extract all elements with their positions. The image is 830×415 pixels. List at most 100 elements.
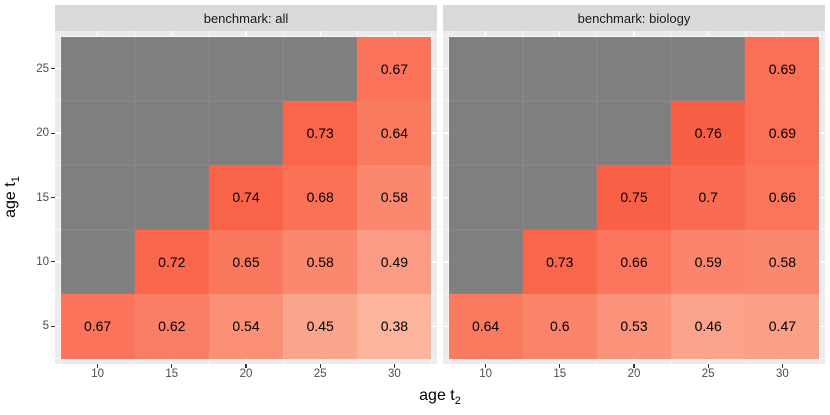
heatmap-cell: 0.67 [357,36,432,101]
cell-value: 0.67 [83,318,112,335]
heatmap-cell: 0.47 [745,294,820,359]
y-tick-mark [51,325,55,327]
y-axis-title-text: age t [2,182,19,218]
na-cell [522,36,597,101]
cell-value: 0.64 [471,318,500,335]
x-tick-mark [319,364,321,368]
y-tick-label: 10 [36,255,49,268]
heatmap-cell: 0.64 [357,100,432,166]
cell-value: 0.66 [768,189,797,206]
cell-value: 0.49 [380,253,409,270]
heatmap-cell: 0.58 [745,229,820,295]
cell-value: 0.58 [768,253,797,270]
na-cell [208,36,284,101]
x-tick-mark [781,364,783,368]
cell-value: 0.67 [380,60,409,77]
y-axis-title: age t1 [2,176,23,218]
na-cell [60,229,135,295]
na-cell [60,165,135,230]
heatmap-cell: 0.73 [522,229,597,295]
x-tick-label: 20 [627,368,641,380]
cell-value: 0.38 [380,318,409,335]
x-axis-title-subscript: 2 [454,395,461,408]
cell-value: 0.64 [380,125,409,142]
x-tick-label: 20 [239,368,253,380]
facet-strip: benchmark: all [55,5,437,31]
y-tick-label: 5 [42,320,49,333]
na-cell [134,36,209,101]
cell-value: 0.73 [546,253,574,270]
y-tick-label: 25 [36,62,49,75]
na-cell [208,100,284,166]
y-tick-mark [51,261,55,263]
cell-value: 0.46 [694,318,722,335]
heatmap-tile-grid: 0.67 0.73 0.64 0.74 0.68 0.58 0.72 0.65 0.58 0.49… [60,36,432,359]
cell-value: 0.62 [158,318,186,335]
heatmap-cell: 0.66 [596,229,672,295]
heatmap-cell: 0.49 [357,229,432,295]
na-cell [60,36,135,101]
cell-value: 0.65 [232,253,260,270]
cell-value: 0.69 [768,60,797,77]
x-tick-label: 25 [701,368,715,380]
y-tick-label: 20 [36,127,49,140]
heatmap-cell: 0.64 [448,294,523,359]
heatmap-cell: 0.66 [745,165,820,230]
na-cell [596,36,672,101]
gridline-x-minor [431,31,432,364]
x-tick-label: 10 [91,368,104,380]
y-tick-mark [51,196,55,199]
x-tick-label: 30 [775,368,789,380]
x-tick-mark [393,364,395,368]
facet-strip-label: benchmark: all [203,10,289,26]
cell-value: 0.76 [694,125,722,142]
heatmap-cell: 0.38 [357,294,432,359]
cell-value: 0.7 [698,189,718,206]
na-cell [448,229,523,295]
heatmap-cell: 0.75 [596,165,672,230]
facet-panel: 0.67 0.73 0.64 0.74 0.68 0.58 0.72 0.65 0.58 0.49… [55,31,437,364]
heatmap-cell: 0.53 [596,294,672,359]
heatmap-cell: 0.69 [745,36,820,101]
y-axis-title-subscript: 1 [10,176,23,183]
cell-value: 0.6 [550,318,570,335]
na-cell [596,100,672,166]
na-cell [522,165,597,230]
x-tick-mark [559,364,561,368]
x-tick-label: 30 [387,368,401,380]
cell-value: 0.53 [620,318,648,335]
cell-value: 0.69 [768,125,797,142]
cell-value: 0.58 [380,189,409,206]
cell-value: 0.72 [158,253,186,270]
na-cell [671,36,746,101]
x-axis-title-text: age t [419,387,455,404]
heatmap-cell: 0.72 [134,229,209,295]
na-cell [448,100,523,166]
heatmap-cell: 0.6 [522,294,597,359]
heatmap-cell: 0.76 [671,100,746,166]
x-tick-label: 10 [479,368,492,380]
heatmap-tile-grid: 0.69 0.76 0.69 0.75 0.7 0.66 0.73 0.66 0.59 0.58 0… [448,36,820,359]
na-cell [60,100,135,166]
x-tick-label: 25 [313,368,327,380]
cell-value: 0.74 [232,189,260,206]
cell-value: 0.47 [768,318,797,335]
cell-value: 0.68 [306,189,334,206]
heatmap-cell: 0.69 [745,100,820,166]
na-cell [134,100,209,166]
gridline-y-minor [55,358,437,359]
cell-value: 0.59 [694,253,722,270]
cell-value: 0.75 [620,189,648,206]
x-tick-mark [245,364,247,368]
gridline-y-minor [443,358,825,359]
x-tick-label: 15 [553,368,567,380]
x-axis-title: age t2 [419,387,461,408]
cell-value: 0.54 [232,318,260,335]
x-tick-mark [97,364,99,368]
x-tick-mark [171,364,173,368]
heatmap-cell: 0.65 [208,229,284,295]
x-tick-mark [485,364,487,368]
heatmap-cell: 0.68 [283,165,358,230]
y-tick-label: 15 [36,191,49,204]
